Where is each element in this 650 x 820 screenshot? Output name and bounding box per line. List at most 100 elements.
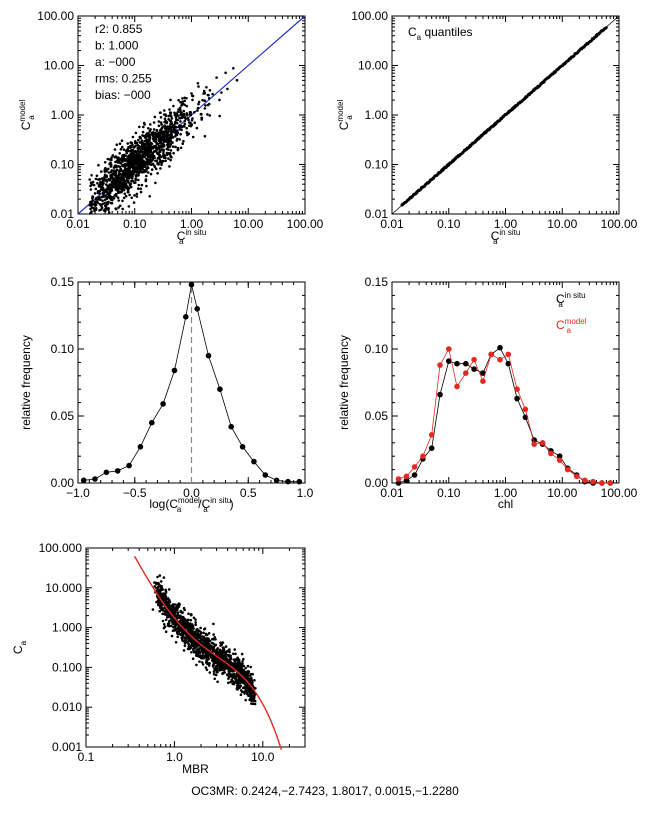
mbr-point: [238, 667, 242, 671]
mbr-point: [234, 658, 237, 661]
scatter-point: [164, 156, 167, 160]
mbr-point: [156, 575, 159, 579]
mbr-point: [194, 621, 197, 624]
mbr-point: [240, 690, 244, 694]
mbr-point: [252, 694, 256, 698]
frequency-point: [228, 423, 234, 430]
series-point-1: [403, 473, 410, 480]
scatter-point: [145, 184, 148, 188]
scatter-point: [167, 118, 170, 121]
scatter-point: [179, 132, 182, 136]
scatter-point: [130, 161, 133, 165]
series-point-0: [505, 360, 512, 367]
series-point-0: [454, 360, 460, 367]
mbr-point: [250, 691, 253, 695]
mbr-point: [182, 649, 186, 652]
mbr-point: [205, 668, 209, 672]
scatter-point: [89, 212, 92, 215]
scatter-point: [127, 160, 130, 163]
scatter-point: [133, 164, 136, 168]
scatter-point: [145, 169, 148, 172]
scatter-point: [138, 125, 141, 129]
y-axis-label: relative frequency: [19, 335, 33, 430]
mbr-point: [227, 677, 230, 680]
scatter-point: [168, 165, 171, 168]
quantiles-chart-panel: 0.01 0.10 1.00 10.00 100.00 0.01 0.10 1.00 10.00…: [336, 9, 638, 246]
scatter-point: [169, 113, 172, 116]
scatter-point: [161, 125, 164, 129]
mbr-point: [241, 669, 245, 673]
scatter-point: [137, 160, 140, 164]
scatter-point: [134, 167, 137, 170]
y-tick-label: 100.00: [37, 9, 74, 23]
scatter-point: [104, 190, 108, 194]
scatter-point: [122, 148, 126, 151]
mbr-point: [190, 651, 193, 654]
scatter-point: [163, 135, 167, 139]
mbr-point: [177, 626, 180, 630]
y-tick-label: 0.10: [51, 342, 75, 356]
scatter-point: [91, 180, 95, 184]
y-tick-label: 10.00: [358, 59, 388, 73]
series-point-1: [454, 383, 460, 390]
scatter-point: [134, 131, 138, 135]
mbr-point: [175, 627, 178, 631]
scatter-point: [218, 114, 221, 118]
scatter-point: [133, 145, 136, 149]
scatter-point: [140, 147, 143, 151]
scatter-point: [153, 115, 157, 119]
scatter-point: [162, 144, 166, 148]
scatter-point: [143, 169, 146, 172]
mbr-point: [160, 588, 163, 592]
mbr-point: [189, 613, 193, 616]
scatter-point: [129, 182, 132, 186]
scatter-point: [141, 142, 144, 145]
scatter-point: [90, 210, 93, 213]
series-line-0: [398, 347, 611, 484]
scatter-point: [205, 86, 208, 89]
scatter-point: [122, 196, 126, 200]
mbr-point: [164, 595, 168, 598]
scatter-point: [155, 141, 158, 145]
scatter-point: [107, 167, 110, 171]
mbr-point: [228, 660, 232, 663]
scatter-point: [150, 168, 154, 171]
scatter-point: [97, 195, 100, 199]
series-point-1: [514, 386, 520, 393]
mbr-point: [191, 640, 195, 644]
scatter-point: [126, 190, 130, 194]
scatter-point: [141, 134, 144, 137]
mbr-point: [164, 618, 168, 622]
mbr-point: [198, 629, 201, 633]
mbr-point: [189, 623, 193, 627]
mbr-point: [192, 648, 195, 652]
scatter-point: [203, 107, 207, 110]
x-axis-label: MBR: [182, 762, 209, 776]
x-tick-label: 0.01: [380, 217, 404, 231]
scatter-point: [173, 122, 177, 125]
mbr-point: [252, 702, 255, 706]
y-tick-label: 0.10: [365, 342, 389, 356]
scatter-point: [154, 137, 157, 141]
scatter-point: [120, 178, 124, 182]
mbr-point: [227, 681, 230, 685]
mbr-point: [250, 676, 253, 680]
scatter-point: [147, 127, 150, 130]
scatter-point: [97, 192, 101, 195]
mbr-point: [151, 608, 155, 611]
y-tick-label: 0.10: [365, 158, 389, 172]
mbr-point: [211, 647, 214, 651]
mbr-point: [246, 671, 249, 675]
mbr-point: [208, 639, 212, 643]
frequency-point: [171, 367, 178, 374]
scatter-point: [139, 150, 143, 154]
scatter-point: [175, 121, 179, 125]
frequency-point: [114, 468, 121, 474]
mbr-point: [243, 674, 246, 678]
mbr-point: [249, 689, 252, 692]
scatter-point: [166, 145, 170, 149]
mbr-point: [208, 662, 211, 665]
scatter-point: [206, 113, 209, 116]
y-tick-label: 0.00: [51, 476, 75, 490]
mbr-point: [229, 668, 232, 672]
